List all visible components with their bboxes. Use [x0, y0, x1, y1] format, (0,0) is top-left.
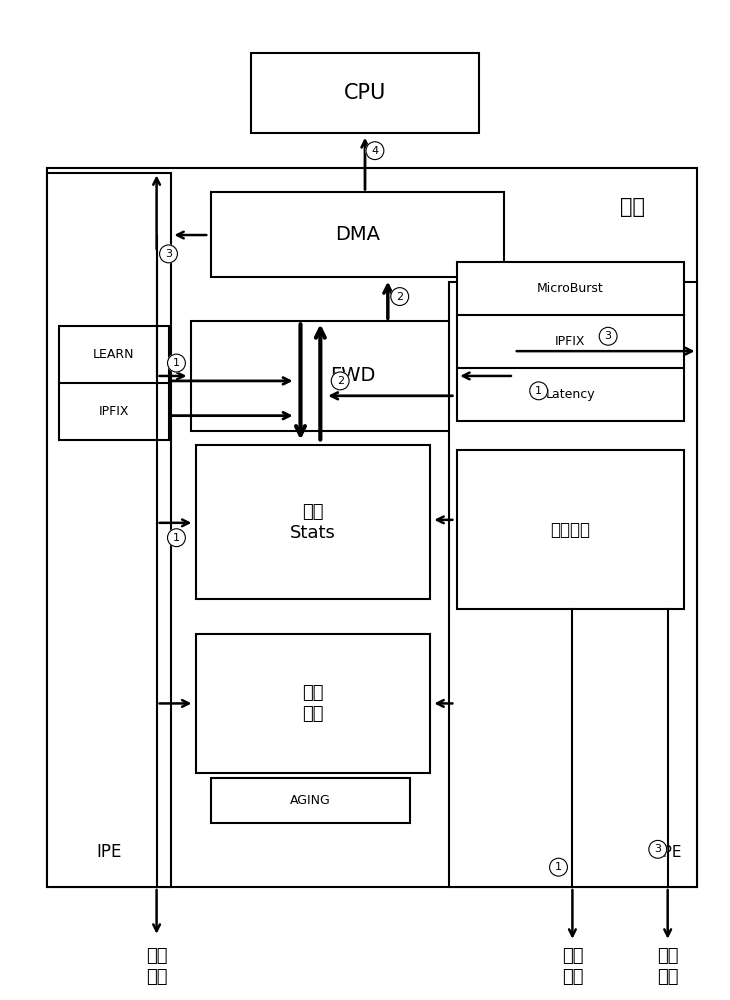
- Bar: [191, 321, 514, 431]
- Text: 4: 4: [372, 146, 378, 156]
- Text: 遥测
报文: 遥测 报文: [657, 947, 678, 986]
- Circle shape: [599, 327, 617, 345]
- Text: 芯片: 芯片: [620, 197, 645, 217]
- Bar: [457, 450, 683, 609]
- Bar: [251, 53, 479, 133]
- Circle shape: [331, 372, 349, 390]
- Text: 数据
报文: 数据 报文: [146, 947, 167, 986]
- Text: 3: 3: [604, 331, 612, 341]
- Text: 3: 3: [654, 844, 661, 854]
- Text: IPFIX: IPFIX: [99, 405, 129, 418]
- Text: 2: 2: [337, 376, 344, 386]
- Bar: [59, 326, 169, 440]
- Circle shape: [167, 529, 185, 547]
- Circle shape: [366, 142, 384, 160]
- Text: IPE: IPE: [97, 843, 122, 861]
- Text: 1: 1: [555, 862, 562, 872]
- Circle shape: [550, 858, 567, 876]
- Circle shape: [649, 840, 666, 858]
- Text: EPE: EPE: [653, 845, 682, 860]
- Text: IPFIX: IPFIX: [556, 335, 585, 348]
- Text: 2: 2: [396, 292, 403, 302]
- Text: LEARN: LEARN: [93, 348, 134, 361]
- Text: 丢弃
报文: 丢弃 报文: [302, 684, 323, 723]
- Text: FWD: FWD: [330, 366, 375, 385]
- Bar: [211, 192, 504, 277]
- Bar: [196, 634, 429, 773]
- Text: 1: 1: [173, 358, 180, 368]
- Circle shape: [391, 288, 409, 305]
- Bar: [47, 168, 697, 887]
- Text: AGING: AGING: [290, 794, 331, 807]
- Text: 1: 1: [173, 533, 180, 543]
- Circle shape: [167, 354, 185, 372]
- Text: DMA: DMA: [335, 225, 380, 244]
- Bar: [450, 282, 697, 887]
- Text: Latency: Latency: [545, 388, 595, 401]
- Circle shape: [530, 382, 548, 400]
- Text: 各类
Stats: 各类 Stats: [290, 503, 336, 542]
- Bar: [47, 173, 172, 887]
- Text: CPU: CPU: [344, 83, 386, 103]
- Circle shape: [160, 245, 177, 263]
- Text: 报文编辑: 报文编辑: [550, 521, 591, 539]
- Text: 数据
报文: 数据 报文: [561, 947, 583, 986]
- Bar: [196, 445, 429, 599]
- Text: 3: 3: [165, 249, 172, 259]
- Text: 1: 1: [535, 386, 542, 396]
- Text: MicroBurst: MicroBurst: [537, 282, 604, 295]
- Bar: [211, 778, 410, 823]
- Bar: [457, 262, 683, 421]
